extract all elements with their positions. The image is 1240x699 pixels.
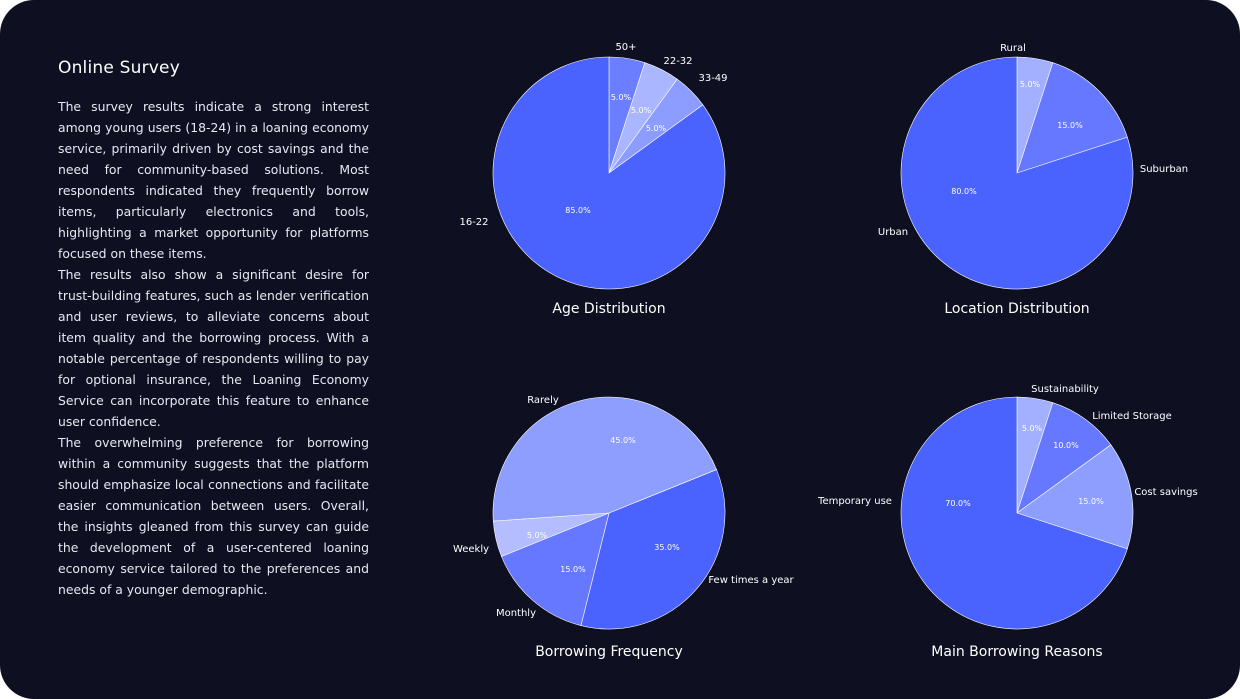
pie-slice xyxy=(1016,62,1128,174)
pct-label-50plus: 5.0% xyxy=(611,93,632,102)
slice-label-weekly: Weekly xyxy=(453,544,489,555)
age-distribution-chart: 5.0% 5.0% 5.0% 85.0% 50+ 22-32 33-49 16-… xyxy=(459,42,727,317)
main-borrowing-reasons-chart: 5.0% 10.0% 15.0% 70.0% Sustainability Li… xyxy=(817,384,1198,660)
chart-title-location: Location Distribution xyxy=(944,301,1089,317)
pct-label-rural: 5.0% xyxy=(1020,80,1041,89)
pie-slice xyxy=(492,56,726,290)
slice-label-50plus: 50+ xyxy=(615,42,636,53)
survey-title: Online Survey xyxy=(58,58,180,78)
pie-slice xyxy=(900,396,1128,630)
pie-slice xyxy=(580,469,726,630)
survey-paragraph: The survey results indicate a strong int… xyxy=(58,99,369,261)
slice-label-rarely: Rarely xyxy=(527,395,559,406)
pct-label-rarely: 45.0% xyxy=(610,436,636,445)
chart-title-reasons: Main Borrowing Reasons xyxy=(931,644,1102,660)
slice-label-urban: Urban xyxy=(878,227,908,238)
pct-label-temporary-use: 70.0% xyxy=(945,499,971,508)
frequency-slices xyxy=(492,396,726,630)
pct-label-urban: 80.0% xyxy=(951,187,977,196)
pie-slice xyxy=(1016,402,1112,514)
slice-label-sustainability: Sustainability xyxy=(1031,384,1099,395)
pct-label-suburban: 15.0% xyxy=(1057,121,1083,130)
reasons-slices xyxy=(900,396,1134,630)
slice-label-monthly: Monthly xyxy=(496,608,536,619)
pct-label-16-22: 85.0% xyxy=(565,206,591,215)
slice-label-limited-storage: Limited Storage xyxy=(1092,411,1172,422)
pct-label-cost-savings: 15.0% xyxy=(1078,497,1104,506)
slice-label-16-22: 16-22 xyxy=(459,217,488,228)
pct-label-monthly: 15.0% xyxy=(560,565,586,574)
pie-slice xyxy=(900,56,1134,290)
survey-paragraph: The overwhelming preference for borrowin… xyxy=(58,435,369,597)
pct-label-22-32: 5.0% xyxy=(631,106,652,115)
survey-paragraph: The results also show a significant desi… xyxy=(58,267,369,429)
pct-label-weekly: 5.0% xyxy=(527,531,548,540)
survey-body: The survey results indicate a strong int… xyxy=(58,96,369,600)
location-slices xyxy=(900,56,1134,290)
pie-slice xyxy=(492,396,717,522)
slice-label-33-49: 33-49 xyxy=(698,73,727,84)
slice-label-22-32: 22-32 xyxy=(663,56,692,67)
location-distribution-chart: 5.0% 15.0% 80.0% Rural Suburban Urban Lo… xyxy=(878,43,1188,317)
slice-label-few-times: Few times a year xyxy=(708,575,794,586)
pie-slice xyxy=(501,512,610,626)
slice-label-cost-savings: Cost savings xyxy=(1134,487,1197,498)
pct-label-33-49: 5.0% xyxy=(646,124,667,133)
pct-label-few-times: 35.0% xyxy=(654,543,680,552)
age-slices xyxy=(492,56,726,290)
slice-label-suburban: Suburban xyxy=(1140,164,1188,175)
pct-label-sustainability: 5.0% xyxy=(1022,424,1043,433)
pie-slice xyxy=(1016,444,1134,550)
pct-label-limited-storage: 10.0% xyxy=(1053,441,1079,450)
chart-title-age: Age Distribution xyxy=(552,301,665,317)
borrowing-frequency-chart: 35.0% 15.0% 5.0% 45.0% Few times a year … xyxy=(453,395,795,660)
slice-label-rural: Rural xyxy=(1000,43,1026,54)
slice-label-temporary-use: Temporary use xyxy=(817,496,892,507)
chart-title-frequency: Borrowing Frequency xyxy=(535,644,683,660)
